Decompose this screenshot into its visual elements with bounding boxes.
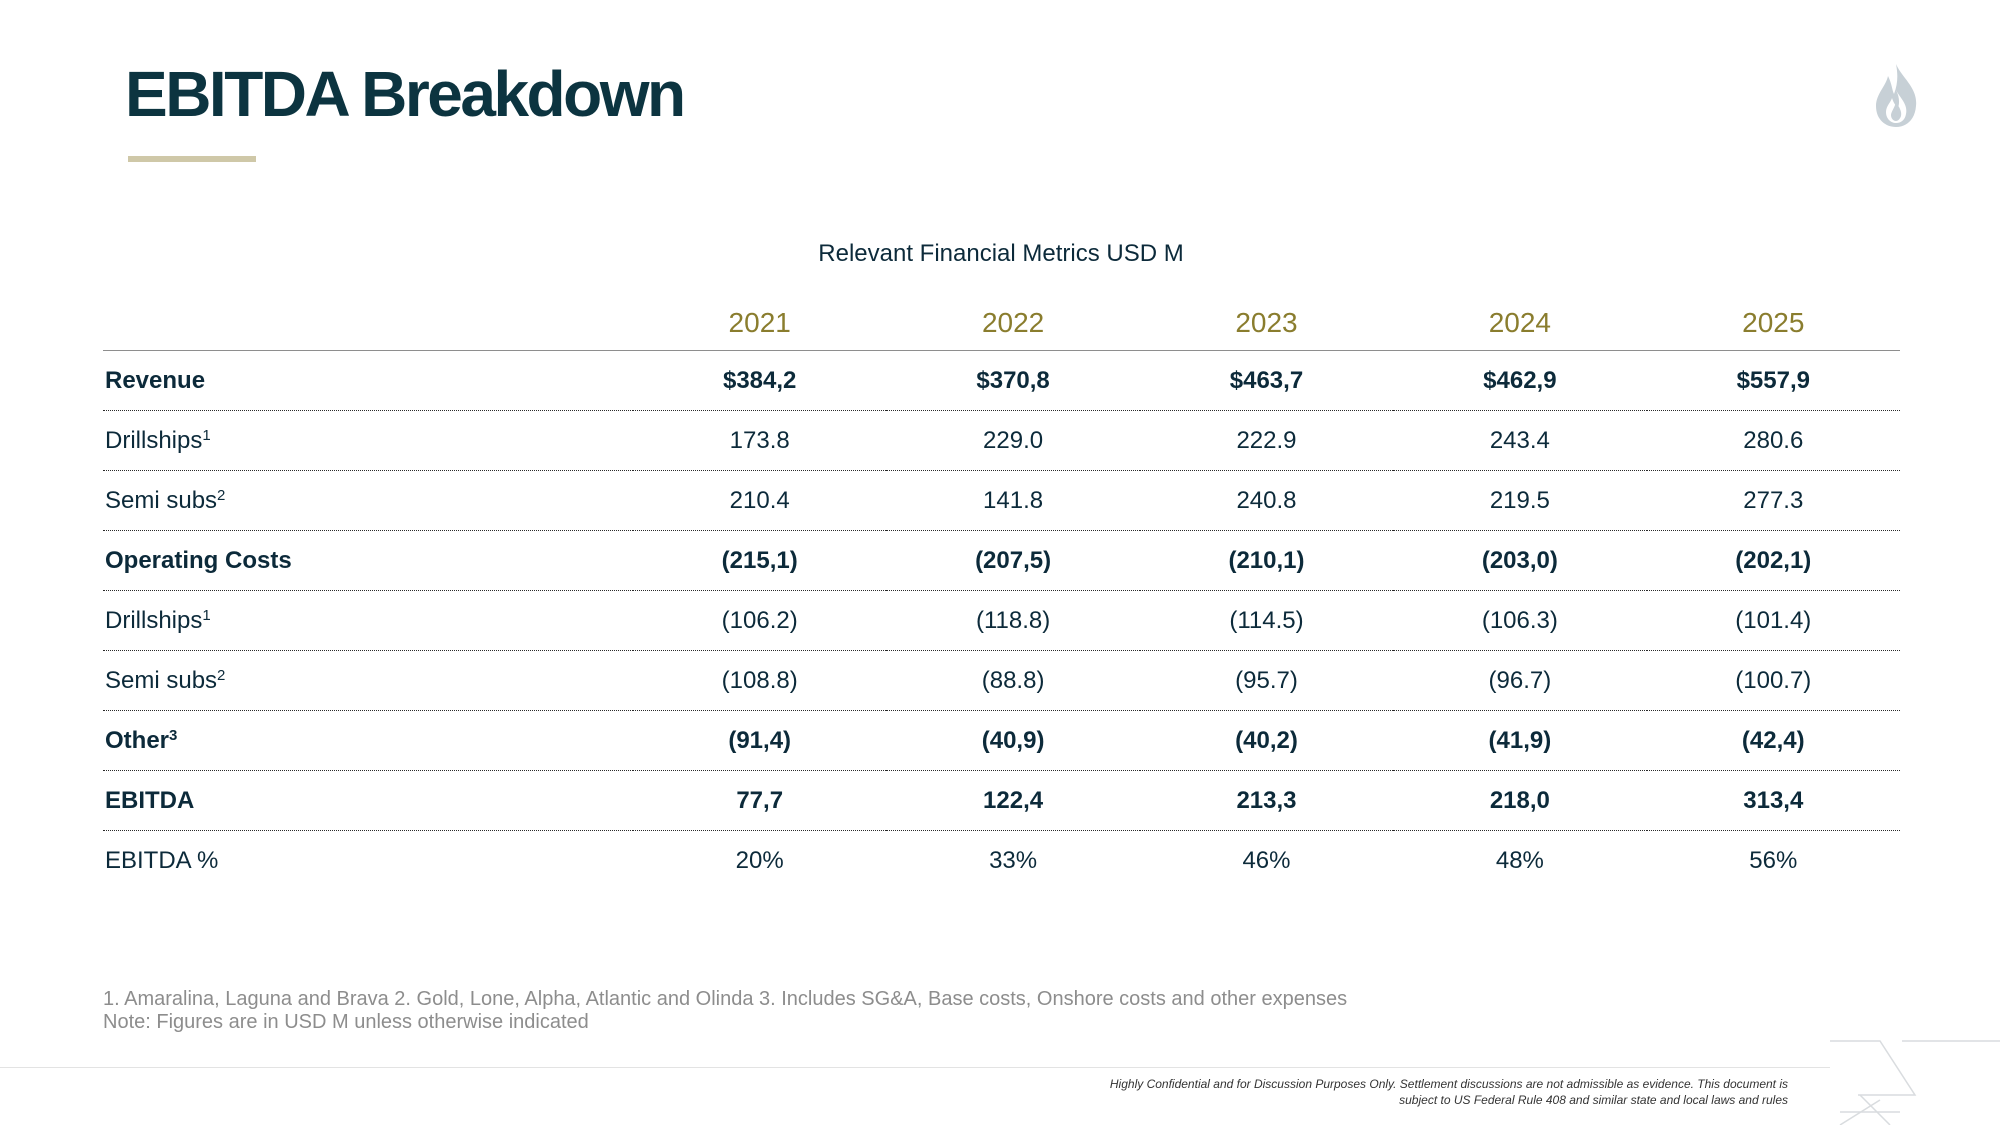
row-label: EBITDA (103, 770, 633, 831)
value-cell: (40,9) (886, 710, 1140, 771)
footnote-marker: 2 (217, 486, 226, 504)
footnote-marker: 2 (217, 666, 226, 684)
footnote-note: Note: Figures are in USD M unless otherw… (103, 1011, 589, 1033)
footnotes: 1. Amaralina, Laguna and Brava 2. Gold, … (103, 988, 1347, 1034)
value-cell: (101.4) (1646, 590, 1900, 651)
value-cell: (203,0) (1393, 530, 1647, 591)
row-label: EBITDA % (103, 831, 633, 891)
year-header: 2024 (1393, 296, 1647, 351)
footnote-marker: 3 (169, 726, 178, 744)
disclaimer-line: subject to US Federal Rule 408 and simil… (1399, 1093, 1788, 1107)
title-underline (128, 156, 256, 162)
year-header-row: 2021 2022 2023 2024 2025 (103, 296, 1900, 351)
table-row: Drillships1 173.8 229.0 222.9 243.4 280.6 (103, 410, 1900, 471)
table-row: Drillships1 (106.2) (118.8) (114.5) (106.3)(… (103, 590, 1900, 651)
value-cell: 218,0 (1393, 770, 1647, 831)
corner-decoration-icon (1830, 1040, 2000, 1125)
value-cell: (95.7) (1139, 650, 1394, 711)
row-label-text: EBITDA % (105, 846, 219, 874)
row-label: Operating Costs (103, 530, 633, 591)
row-label-text: Drillships (105, 606, 203, 634)
value-cell: (91,4) (633, 710, 887, 771)
value-cell: (108.8) (633, 650, 887, 711)
value-cell: 280.6 (1646, 410, 1900, 471)
table-row: EBITDA % 20% 33% 46% 48% 56% (103, 831, 1900, 891)
table-row: Operating Costs (215,1) (207,5) (210,1) (203… (103, 530, 1900, 591)
value-cell: (88.8) (886, 650, 1140, 711)
value-cell: $557,9 (1646, 350, 1900, 411)
value-cell: (100.7) (1646, 650, 1900, 711)
value-cell: 313,4 (1646, 770, 1900, 831)
page-title: EBITDA Breakdown (125, 58, 686, 130)
value-cell: (106.3) (1393, 590, 1647, 651)
value-cell: 219.5 (1393, 470, 1647, 531)
year-header: 2023 (1139, 296, 1394, 351)
value-cell: (106.2) (633, 590, 887, 651)
footer-divider (0, 1067, 1830, 1068)
value-cell: (207,5) (886, 530, 1140, 591)
table-row: Revenue $384,2 $370,8 $463,7 $462,9 $557,9 (103, 350, 1900, 411)
value-cell: 213,3 (1139, 770, 1394, 831)
value-cell: 141.8 (886, 470, 1140, 531)
header-label-cell (103, 296, 633, 351)
value-cell: $384,2 (633, 350, 887, 411)
value-cell: 210.4 (633, 470, 887, 531)
row-label: Semi subs2 (103, 650, 633, 711)
row-label: Drillships1 (103, 410, 633, 471)
value-cell: 243.4 (1393, 410, 1647, 471)
value-cell: 122,4 (886, 770, 1140, 831)
flame-logo-icon (1876, 64, 1917, 127)
value-cell: 46% (1242, 846, 1291, 874)
row-label-text: Operating Costs (105, 546, 292, 574)
value-cell: $463,7 (1139, 350, 1394, 411)
footnote-definitions: 1. Amaralina, Laguna and Brava 2. Gold, … (103, 988, 1348, 1010)
table-title: Relevant Financial Metrics USD M (818, 240, 1184, 267)
value-cell: (96.7) (1393, 650, 1647, 711)
value-cell: 56% (1749, 846, 1798, 874)
value-cell: 48% (1495, 846, 1544, 874)
year-header: 2022 (886, 296, 1140, 351)
disclaimer-line: Highly Confidential and for Discussion P… (1109, 1077, 1788, 1091)
value-cell: (41,9) (1393, 710, 1647, 771)
row-label-text: Revenue (105, 366, 206, 394)
row-label: Other3 (103, 710, 633, 771)
value-cell: (42,4) (1646, 710, 1900, 771)
table-row: Semi subs2 (108.8) (88.8) (95.7) (96.7) (100.… (103, 650, 1900, 711)
value-cell: 222.9 (1139, 410, 1394, 471)
row-label: Semi subs2 (103, 470, 633, 531)
row-label-text: EBITDA (105, 786, 195, 814)
value-cell: 173.8 (633, 410, 887, 471)
value-cell: 33% (989, 846, 1038, 874)
row-label-text: Other (105, 726, 170, 754)
value-cell: 229.0 (886, 410, 1140, 471)
table-row: Semi subs2 210.4 141.8 240.8 219.5 277.3 (103, 470, 1900, 531)
value-cell: (118.8) (886, 590, 1140, 651)
value-cell: 277.3 (1646, 470, 1900, 531)
value-cell: (215,1) (633, 530, 887, 591)
value-cell: 240.8 (1139, 470, 1394, 531)
year-header: 2021 (633, 296, 887, 351)
footnote-marker: 1 (202, 606, 211, 624)
value-cell: 20% (735, 846, 784, 874)
value-cell: (40,2) (1139, 710, 1394, 771)
row-label: Revenue (103, 350, 633, 411)
year-header: 2025 (1646, 296, 1900, 351)
row-label-text: Drillships (105, 426, 203, 454)
value-cell: (114.5) (1139, 590, 1394, 651)
footnote-marker: 1 (202, 426, 211, 444)
financial-metrics-table: 2021 2022 2023 2024 2025 Revenue $384,2 $3… (103, 296, 1900, 890)
row-label-text: Semi subs (105, 486, 218, 514)
table-row: EBITDA 77,7 122,4 213,3 218,0 313,4 (103, 770, 1900, 831)
confidentiality-disclaimer: Highly Confidential and for Discussion P… (888, 1076, 1788, 1108)
value-cell: $370,8 (886, 350, 1140, 411)
value-cell: 77,7 (633, 770, 887, 831)
row-label-text: Semi subs (105, 666, 218, 694)
value-cell: $462,9 (1393, 350, 1647, 411)
row-label: Drillships1 (103, 590, 633, 651)
table-row: Other3 (91,4) (40,9) (40,2) (41,9) (42,4) (103, 710, 1900, 771)
value-cell: (202,1) (1646, 530, 1900, 591)
value-cell: (210,1) (1139, 530, 1394, 591)
